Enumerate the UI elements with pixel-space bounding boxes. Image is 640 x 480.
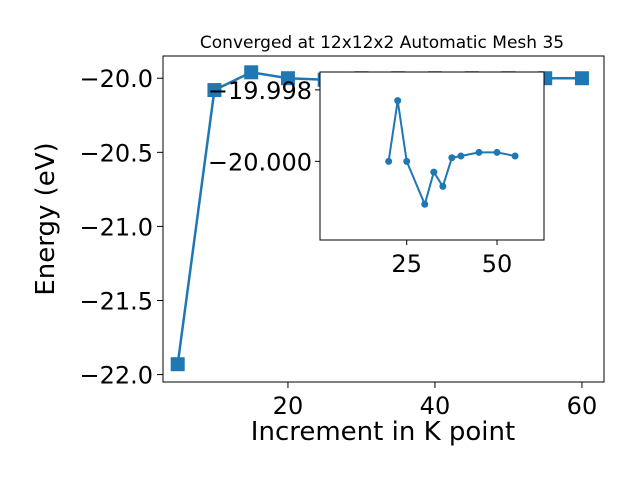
inset-data-point bbox=[430, 168, 438, 176]
main-data-point bbox=[244, 65, 259, 80]
inset-data-point bbox=[457, 152, 465, 160]
inset-x-axis: 25 50 bbox=[391, 240, 512, 278]
main-plot-frame bbox=[162, 55, 605, 383]
main-x-tick-label: 20 bbox=[273, 392, 304, 420]
main-x-axis: 20 40 60 bbox=[273, 382, 598, 420]
main-y-tick-label: −20.5 bbox=[79, 139, 153, 167]
main-y-tick-label: −21.0 bbox=[79, 213, 153, 241]
main-data-point bbox=[574, 71, 589, 86]
inset-x-tick-label: 50 bbox=[482, 250, 513, 278]
main-data-point bbox=[207, 83, 222, 98]
inset-y-axis: −20.000 −19.998 bbox=[208, 77, 320, 176]
inset-data-point bbox=[475, 148, 483, 156]
inset-x-tick-label: 25 bbox=[391, 250, 422, 278]
main-y-axis: −20.0 −20.5 −21.0 −21.5 −22.0 bbox=[79, 65, 163, 390]
inset-plot-frame bbox=[319, 71, 545, 241]
main-data-point bbox=[280, 71, 295, 86]
inset-data-point bbox=[439, 182, 447, 190]
inset-series bbox=[385, 97, 519, 208]
inset-series-marks bbox=[385, 97, 519, 208]
inset-data-point bbox=[403, 157, 411, 165]
inset-y-tick-label: −20.000 bbox=[208, 148, 312, 176]
inset-background bbox=[320, 72, 544, 240]
main-x-tick-label: 40 bbox=[420, 392, 451, 420]
inset-data-point bbox=[421, 200, 429, 208]
x-axis-label: Increment in K point bbox=[251, 417, 515, 447]
inset-data-point bbox=[394, 97, 402, 105]
inset-y-tick-label: −19.998 bbox=[208, 77, 312, 105]
chart-title: Converged at 12x12x2 Automatic Mesh 35 bbox=[200, 33, 564, 53]
inset-data-point bbox=[448, 154, 456, 162]
main-y-tick-label: −22.0 bbox=[79, 362, 153, 390]
y-axis-label: Energy (eV) bbox=[31, 142, 61, 295]
inset-data-point bbox=[511, 152, 519, 160]
main-data-point bbox=[170, 357, 185, 372]
main-y-tick-label: −20.0 bbox=[79, 65, 153, 93]
inset-data-point bbox=[493, 148, 501, 156]
main-y-tick-label: −21.5 bbox=[79, 288, 153, 316]
inset-plot: 25 50 −20.000 −19.998 bbox=[208, 71, 545, 278]
main-x-tick-label: 60 bbox=[567, 392, 598, 420]
inset-data-point bbox=[385, 157, 393, 165]
